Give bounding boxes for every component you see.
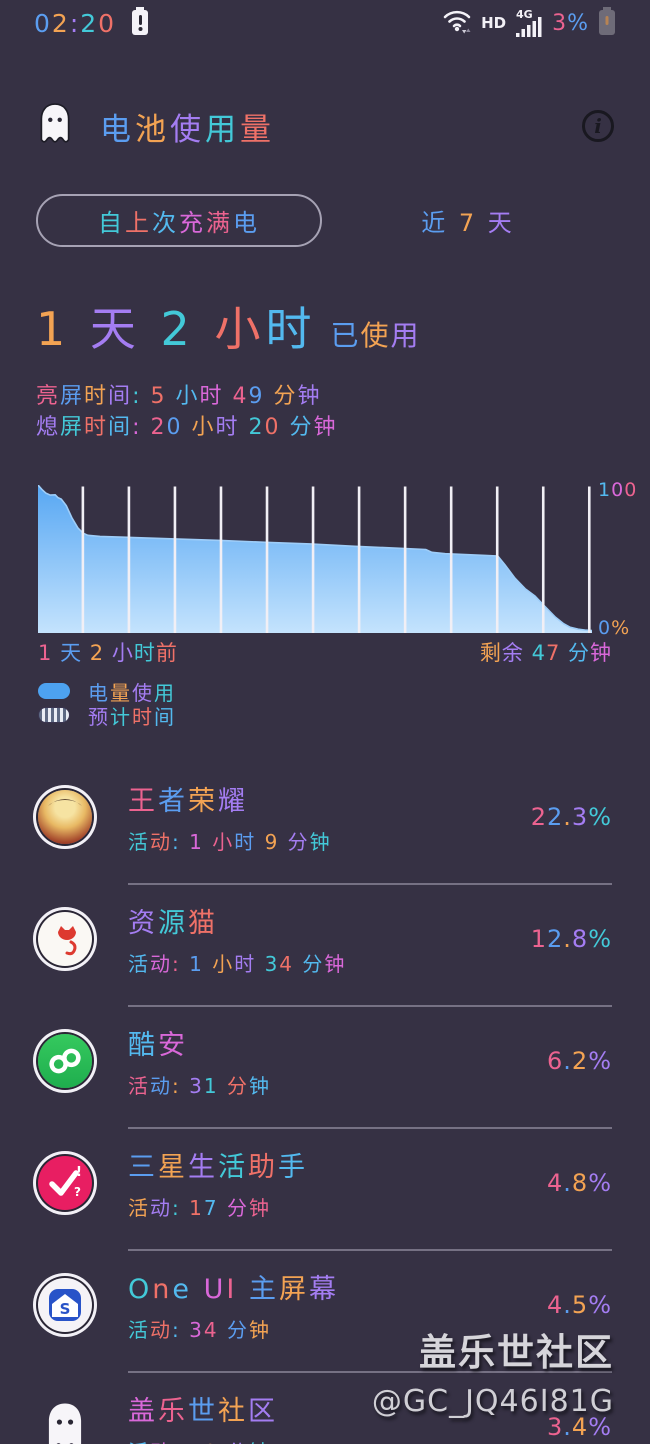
app-activity-time: 活动: 19 分钟 bbox=[128, 1436, 278, 1444]
svg-text:!: ! bbox=[76, 1165, 82, 1180]
oneui-home-icon: S bbox=[38, 1278, 92, 1332]
app-row-coolapk[interactable]: 酷安 活动: 31 分钟 6.2% bbox=[38, 1007, 612, 1105]
battery-alert-notification-icon bbox=[130, 6, 150, 40]
app-battery-percent: 22.3% bbox=[530, 803, 612, 831]
app-activity-time: 活动: 1 小时 34 分钟 bbox=[128, 952, 347, 976]
app-name: 王者荣耀 bbox=[128, 786, 248, 817]
app-row-galaxy-community[interactable]: 盖乐世社区 活动: 19 分钟 3.4% bbox=[38, 1373, 612, 1444]
resource-cat-icon bbox=[38, 912, 92, 966]
usage-summary: 1 天 2 小时 已使用 亮屏时间: 5 小时 49 分钟 熄屏时间: 20 小… bbox=[0, 293, 650, 443]
app-activity-time: 活动: 17 分钟 bbox=[128, 1196, 271, 1220]
battery-level-chart: 100 0% bbox=[38, 479, 636, 639]
app-row-oneui-home[interactable]: S One UI 主屏幕 活动: 34 分钟 4.5% bbox=[38, 1251, 612, 1349]
x-axis-start-label: 1 天 2 小时前 bbox=[38, 641, 178, 665]
list-divider bbox=[128, 1005, 612, 1007]
status-battery-percent: 3% bbox=[552, 10, 589, 36]
list-divider bbox=[128, 883, 612, 885]
x-axis-end-label: 剩余 47 分钟 bbox=[479, 641, 612, 665]
screen-on-time: 亮屏时间: 5 小时 49 分钟 bbox=[36, 384, 322, 409]
y-axis-max-label: 100 bbox=[598, 479, 638, 501]
coolapk-icon bbox=[38, 1034, 92, 1088]
app-battery-percent: 12.8% bbox=[530, 925, 612, 953]
galaxy-community-ghost-icon bbox=[38, 1400, 92, 1444]
samsung-life-assistant-icon: !? bbox=[38, 1156, 92, 1210]
app-row-honor-of-kings[interactable]: 王者荣耀 活动: 1 小时 9 分钟 22.3% bbox=[38, 763, 612, 861]
legend-estimate-label: 预计时间 bbox=[88, 704, 176, 729]
legend-estimate-swatch-icon bbox=[38, 707, 70, 723]
app-row-samsung-life[interactable]: !? 三星生活助手 活动: 17 分钟 4.8% bbox=[38, 1129, 612, 1227]
app-usage-list: 王者荣耀 活动: 1 小时 9 分钟 22.3% 资源猫 活动: 1 小时 34… bbox=[0, 763, 650, 1444]
legend-usage-label: 电量使用 bbox=[88, 680, 176, 705]
time-range-tabs: 自上次充满电 近 7 天 bbox=[36, 194, 614, 247]
svg-text:?: ? bbox=[74, 1185, 81, 1199]
status-bar: 02:20 HD 4G bbox=[0, 0, 650, 46]
app-activity-time: 活动: 34 分钟 bbox=[128, 1318, 271, 1342]
app-battery-percent: 6.2% bbox=[546, 1047, 612, 1075]
app-name: 资源猫 bbox=[128, 908, 218, 939]
app-name: 三星生活助手 bbox=[128, 1152, 308, 1183]
hd-indicator: HD bbox=[481, 14, 507, 32]
tab-since-full-charge[interactable]: 自上次充满电 bbox=[36, 194, 322, 247]
screen-off-time: 熄屏时间: 20 小时 20 分钟 bbox=[36, 415, 338, 440]
battery-chart-svg bbox=[38, 485, 592, 633]
chart-legend: 电量使用 预计时间 bbox=[0, 679, 650, 729]
tab-last-7-days[interactable]: 近 7 天 bbox=[421, 209, 515, 237]
watermark: 盖乐世社区 @GC_JQ46I81G bbox=[372, 1322, 614, 1419]
ghost-logo-icon bbox=[36, 102, 74, 150]
svg-text:S: S bbox=[60, 1300, 71, 1318]
y-axis-min-label: 0% bbox=[598, 617, 631, 639]
app-name: One UI 主屏幕 bbox=[128, 1274, 339, 1305]
page-title: 电池使用量 bbox=[100, 111, 275, 148]
watermark-community-name: 盖乐世社区 bbox=[419, 1331, 614, 1374]
app-name: 盖乐世社区 bbox=[128, 1396, 278, 1427]
watermark-user-id: @GC_JQ46I81G bbox=[371, 1384, 614, 1419]
battery-icon bbox=[598, 6, 616, 40]
app-activity-time: 活动: 1 小时 9 分钟 bbox=[128, 830, 332, 854]
usage-duration: 1 天 2 小时 bbox=[36, 302, 317, 356]
page-header: 电池使用量 i bbox=[0, 102, 650, 150]
app-activity-time: 活动: 31 分钟 bbox=[128, 1074, 271, 1098]
app-battery-percent: 4.5% bbox=[546, 1291, 612, 1319]
legend-usage-swatch-icon bbox=[38, 683, 70, 699]
list-divider bbox=[128, 1249, 612, 1251]
wifi-icon bbox=[442, 6, 472, 40]
app-battery-percent: 4.8% bbox=[546, 1169, 612, 1197]
app-battery-percent: 3.4% bbox=[546, 1413, 612, 1441]
list-divider bbox=[128, 1127, 612, 1129]
network-type-label: 4G bbox=[516, 8, 533, 21]
info-button[interactable]: i bbox=[582, 110, 614, 142]
signal-strength-icon: 4G bbox=[515, 7, 543, 39]
app-row-resource-cat[interactable]: 资源猫 活动: 1 小时 34 分钟 12.8% bbox=[38, 885, 612, 983]
clock: 02:20 bbox=[34, 8, 117, 38]
list-divider bbox=[128, 1371, 612, 1373]
honor-of-kings-icon bbox=[38, 790, 92, 844]
app-name: 酷安 bbox=[128, 1030, 188, 1061]
used-label: 已使用 bbox=[330, 319, 421, 352]
